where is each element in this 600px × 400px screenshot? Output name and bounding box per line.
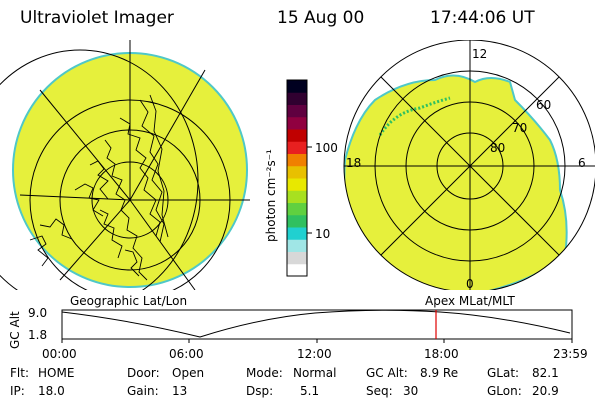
mode-value: Normal	[293, 366, 337, 380]
ip-value: 18.0	[38, 384, 65, 398]
altitude-curve	[61, 309, 571, 338]
xtick-2359: 23:59	[553, 347, 588, 361]
xtick-0000: 00:00	[42, 347, 77, 361]
glat-value: 82.1	[532, 366, 559, 380]
colorbar-stripe	[287, 92, 307, 105]
colorbar-stripe	[287, 202, 307, 216]
polar-lat-60-label: 60	[536, 98, 552, 112]
gcalt-value: 8.9 Re	[420, 366, 459, 380]
polar-map	[343, 40, 595, 290]
glon-label: GLon:	[487, 384, 522, 398]
flt-value: HOME	[38, 366, 75, 380]
apex-label: Apex MLat/MLT	[425, 294, 515, 308]
seq-label: Seq:	[366, 384, 393, 398]
colorbar-stripe	[287, 116, 307, 130]
polar-lat-70-label: 70	[512, 121, 528, 135]
dsp-value: 5.1	[300, 384, 320, 398]
glat-label: GLat:	[487, 366, 520, 380]
polar-mlt-diag	[380, 76, 560, 256]
polar-lat-80-label: 80	[490, 141, 506, 155]
instrument-title: Ultraviolet Imager	[20, 8, 174, 28]
colorbar-stripe	[287, 251, 307, 265]
polar-mlt-6: 6	[578, 156, 586, 170]
geo-meridian	[129, 199, 196, 290]
date-label: 15 Aug 00	[277, 8, 365, 28]
colorbar-stripe	[287, 239, 307, 252]
colorbar-stripe	[287, 165, 307, 179]
altitude-xticks	[61, 339, 573, 343]
geographic-map	[0, 40, 250, 290]
colorbar-stripe	[287, 153, 307, 167]
colorbar-stripe	[287, 227, 307, 240]
colorbar-tick-10: 10	[315, 227, 331, 241]
colorbar-stripe	[287, 104, 307, 118]
colorbar-stripe	[287, 190, 307, 203]
colorbar-stripe	[287, 214, 307, 228]
colorbar-stripe	[287, 80, 307, 93]
door-label: Door:	[127, 366, 160, 380]
flt-label: Flt:	[10, 366, 29, 380]
polar-mlt-0: 0	[466, 277, 474, 291]
colorbar-stripe	[287, 178, 307, 191]
geo-meridian	[19, 194, 131, 201]
xtick-1200: 12:00	[297, 347, 332, 361]
time-label: 17:44:06 UT	[430, 8, 535, 28]
dsp-label: Dsp:	[246, 384, 274, 398]
xtick-1800: 18:00	[424, 347, 459, 361]
colorbar-gradient	[287, 80, 307, 277]
seq-value: 30	[403, 384, 419, 398]
polar-auroral-fill	[344, 74, 568, 290]
geo-limb	[0, 49, 199, 290]
altitude-plot-frame	[61, 309, 573, 340]
gain-value: 13	[172, 384, 188, 398]
geographic-label: Geographic Lat/Lon	[70, 294, 188, 308]
colorbar-unit-label: photon cm⁻²s⁻¹	[264, 149, 278, 242]
ip-label: IP:	[10, 384, 25, 398]
geo-meridian	[39, 89, 131, 201]
altitude-plot	[61, 309, 573, 343]
colorbar-stripe	[287, 129, 307, 142]
mode-label: Mode:	[246, 366, 283, 380]
geo-coastlines	[29, 94, 169, 281]
altitude-ytick-bottom: 1.8	[28, 328, 48, 342]
polar-mlt-12: 12	[472, 47, 488, 61]
altitude-ytick-top: 9.0	[28, 306, 48, 320]
geo-meridian	[129, 69, 206, 201]
colorbar	[286, 79, 312, 277]
colorbar-stripe	[287, 263, 307, 277]
altitude-ylabel: GC Alt	[8, 311, 22, 349]
geo-meridian	[59, 199, 131, 281]
glon-value: 20.9	[532, 384, 559, 398]
gcalt-label: GC Alt:	[366, 366, 408, 380]
xtick-0600: 06:00	[169, 347, 204, 361]
colorbar-stripe	[287, 141, 307, 154]
colorbar-tick-100: 100	[315, 141, 338, 155]
door-value: Open	[172, 366, 205, 380]
gain-label: Gain:	[127, 384, 159, 398]
polar-auroral-arc	[378, 96, 451, 136]
polar-mlt-18: 18	[346, 156, 362, 170]
